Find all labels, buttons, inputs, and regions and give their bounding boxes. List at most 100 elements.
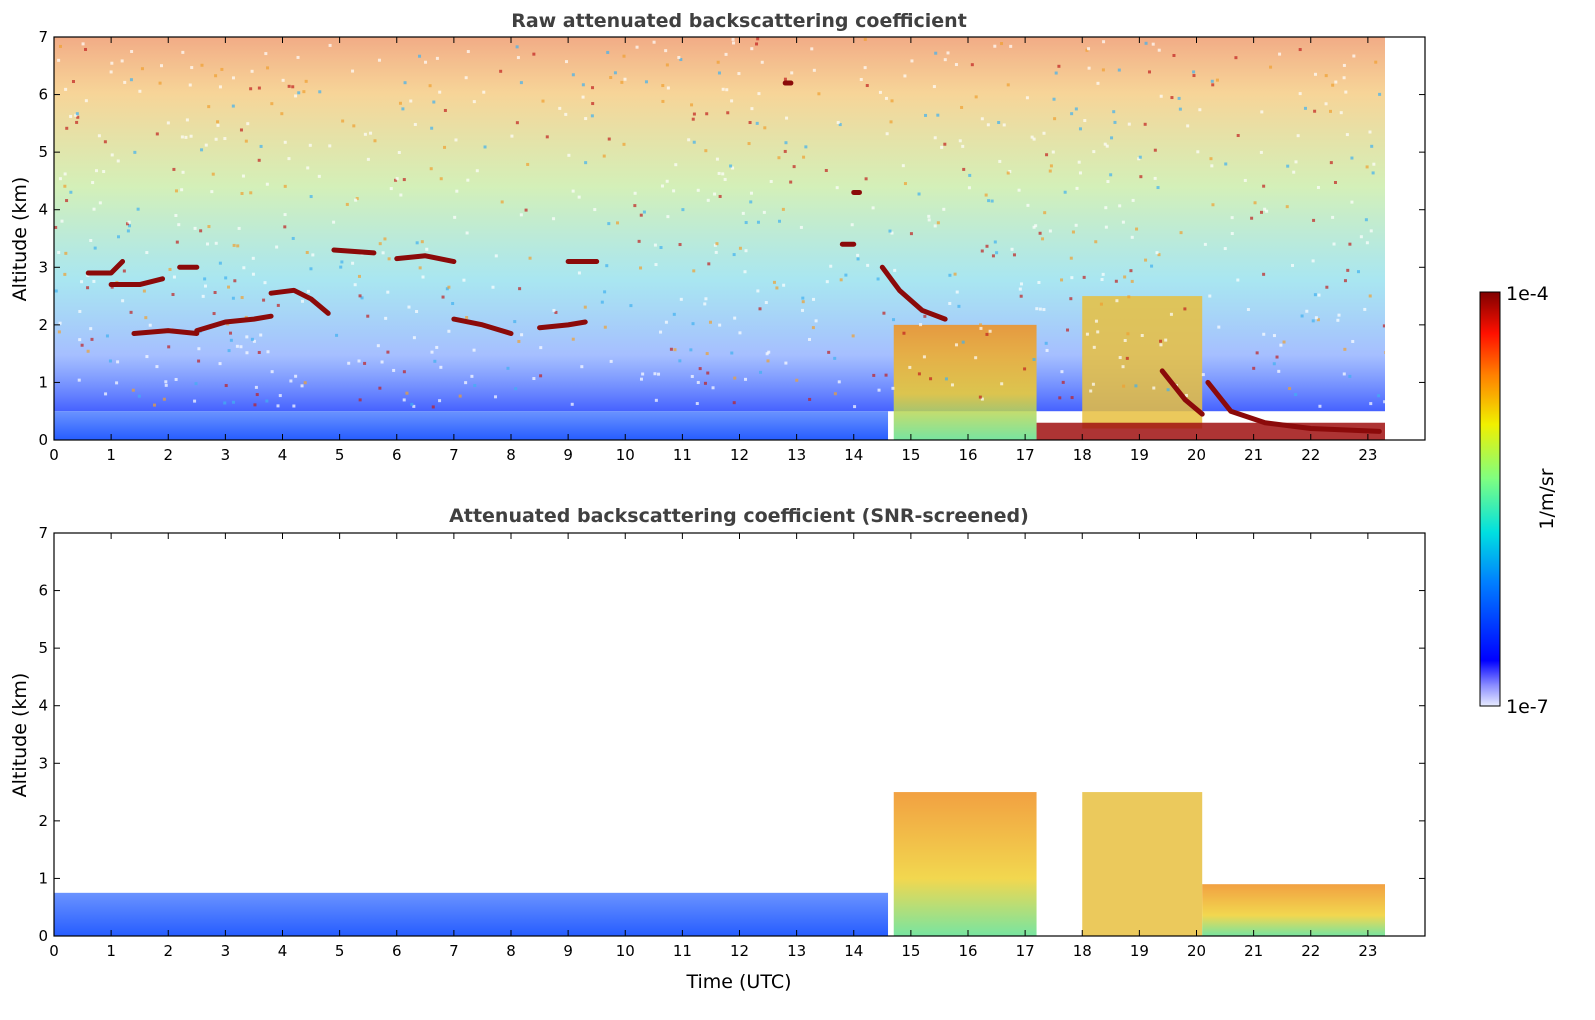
speckle	[1070, 396, 1074, 400]
speckle	[517, 339, 521, 343]
layer-2	[1082, 792, 1203, 936]
speckle	[1102, 40, 1106, 44]
speckle	[241, 174, 245, 178]
speckle	[158, 81, 162, 85]
speckle	[917, 192, 921, 196]
speckle	[231, 76, 235, 80]
speckle	[990, 199, 994, 203]
speckle	[224, 276, 228, 280]
speckle	[1296, 134, 1300, 138]
speckle	[60, 219, 64, 223]
x-tick-label: 13	[787, 446, 806, 464]
speckle	[519, 213, 523, 217]
panel-screened: Attenuated backscattering coefficient (S…	[9, 505, 1426, 993]
speckle	[961, 340, 965, 344]
speckle	[863, 66, 867, 70]
speckle	[381, 251, 385, 255]
speckle	[934, 51, 938, 55]
speckle	[1043, 211, 1047, 215]
speckle	[890, 99, 894, 103]
x-tick-label: 5	[335, 942, 345, 960]
speckle	[1324, 102, 1328, 106]
x-tick-label: 2	[163, 942, 173, 960]
speckle	[1122, 384, 1126, 388]
speckle	[80, 343, 84, 347]
x-tick-label: 10	[616, 942, 635, 960]
speckle	[181, 50, 185, 54]
speckle	[439, 177, 443, 181]
speckle	[1365, 165, 1369, 169]
speckle	[775, 286, 779, 290]
speckle	[304, 79, 308, 83]
speckle	[1192, 70, 1196, 74]
speckle	[801, 296, 805, 300]
speckle	[781, 207, 785, 211]
speckle	[291, 85, 295, 89]
speckle	[303, 381, 307, 385]
x-tick-label: 7	[449, 446, 459, 464]
colorbar-gradient	[1479, 291, 1501, 707]
speckle	[762, 210, 766, 214]
speckle	[249, 191, 253, 195]
speckle	[1127, 295, 1131, 299]
speckle	[435, 56, 439, 60]
speckle	[116, 159, 120, 163]
speckle	[581, 83, 585, 87]
cloud-trace-1	[108, 276, 166, 288]
speckle	[567, 153, 571, 157]
speckle	[58, 44, 62, 48]
speckle	[429, 167, 433, 171]
panel-raw-title: Raw attenuated backscattering coefficien…	[511, 10, 967, 32]
speckle	[65, 126, 69, 130]
layer-2	[893, 324, 1037, 440]
speckle	[706, 198, 710, 202]
speckle	[923, 314, 927, 318]
speckle	[354, 198, 358, 202]
speckle	[652, 40, 656, 44]
speckle	[384, 316, 388, 320]
speckle	[613, 71, 617, 75]
speckle	[138, 89, 142, 93]
speckle	[692, 112, 696, 116]
speckle	[759, 370, 763, 374]
speckle	[1224, 162, 1228, 166]
speckle	[672, 312, 676, 316]
speckle	[1348, 242, 1352, 246]
speckle	[1063, 190, 1067, 194]
speckle	[305, 250, 309, 254]
speckle	[799, 225, 803, 229]
speckle	[884, 373, 888, 377]
speckle	[245, 351, 249, 355]
speckle	[605, 264, 609, 268]
colorbar: 1e-4 1e-7 1/m/sr	[1479, 283, 1558, 718]
speckle	[1053, 117, 1057, 121]
speckle	[297, 91, 301, 95]
speckle	[184, 135, 188, 139]
speckle	[130, 49, 134, 53]
speckle	[943, 142, 947, 146]
speckle	[1343, 279, 1347, 283]
speckle	[1345, 133, 1349, 137]
speckle	[528, 256, 532, 260]
speckle	[181, 170, 185, 174]
speckle	[755, 121, 759, 125]
speckle	[140, 67, 144, 71]
speckle	[263, 281, 267, 285]
speckle	[749, 200, 753, 204]
speckle	[750, 107, 754, 111]
speckle	[741, 211, 745, 215]
speckle	[801, 308, 805, 312]
speckle	[789, 180, 793, 184]
speckle	[378, 386, 382, 390]
speckle	[174, 377, 178, 381]
speckle	[808, 397, 812, 401]
speckle	[1305, 309, 1309, 313]
speckle	[888, 229, 892, 233]
speckle	[695, 402, 699, 406]
layer-3	[1082, 296, 1203, 429]
speckle	[1127, 122, 1131, 126]
speckle	[1313, 109, 1317, 113]
speckle	[432, 100, 436, 104]
speckle	[871, 206, 875, 210]
speckle	[435, 345, 439, 349]
